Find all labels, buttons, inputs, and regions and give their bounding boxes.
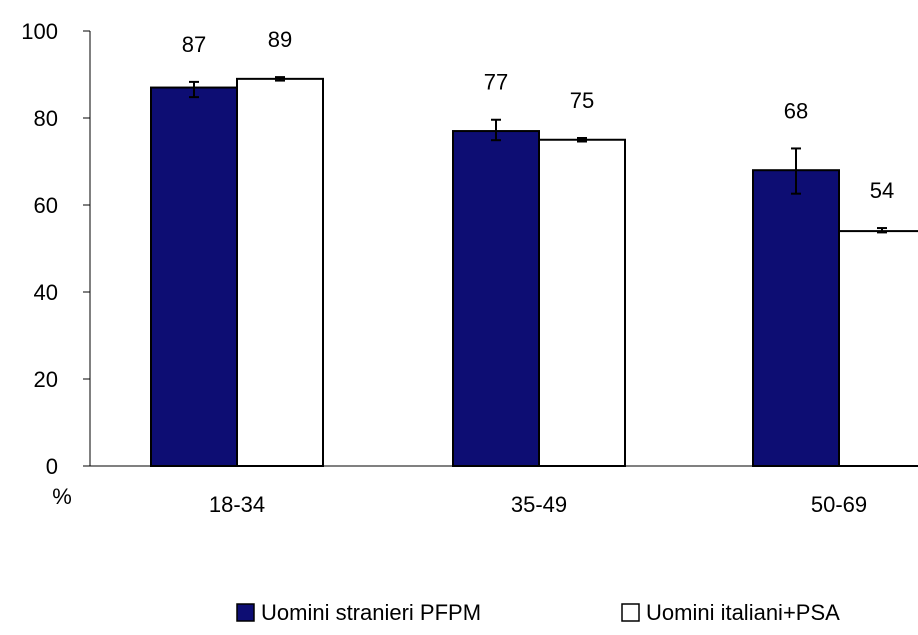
x-axis-categories: 18-34 35-49 50-69 <box>209 492 867 517</box>
y-tick-label: 0 <box>46 454 58 479</box>
legend-swatch <box>236 603 255 622</box>
data-labels: 87 89 77 75 68 54 <box>182 27 894 203</box>
legend-swatch <box>621 603 640 622</box>
y-tick-label: 80 <box>34 106 58 131</box>
bar <box>150 86 238 468</box>
data-label: 77 <box>484 70 508 95</box>
data-label: 68 <box>784 98 808 123</box>
bar <box>752 169 840 467</box>
legend-label: Uomini stranieri PFPM <box>261 600 481 625</box>
bars <box>150 76 918 468</box>
y-tick-label: 20 <box>34 367 58 392</box>
data-label: 87 <box>182 32 206 57</box>
y-axis-unit-label: % <box>52 484 72 509</box>
bar <box>236 77 324 467</box>
y-tick-label: 40 <box>34 280 58 305</box>
data-label: 89 <box>268 27 292 52</box>
data-label: 54 <box>870 178 894 203</box>
x-category-label: 18-34 <box>209 492 265 517</box>
legend: Uomini stranieri PFPM Uomini italiani+PSA <box>236 600 840 625</box>
bar <box>838 230 918 467</box>
bar <box>538 138 626 467</box>
legend-label: Uomini italiani+PSA <box>646 600 840 625</box>
bar <box>452 130 540 468</box>
x-category-label: 50-69 <box>811 492 867 517</box>
x-category-label: 35-49 <box>511 492 567 517</box>
data-label: 75 <box>570 88 594 113</box>
y-tick-label: 100 <box>21 19 58 44</box>
y-tick-label: 60 <box>34 193 58 218</box>
